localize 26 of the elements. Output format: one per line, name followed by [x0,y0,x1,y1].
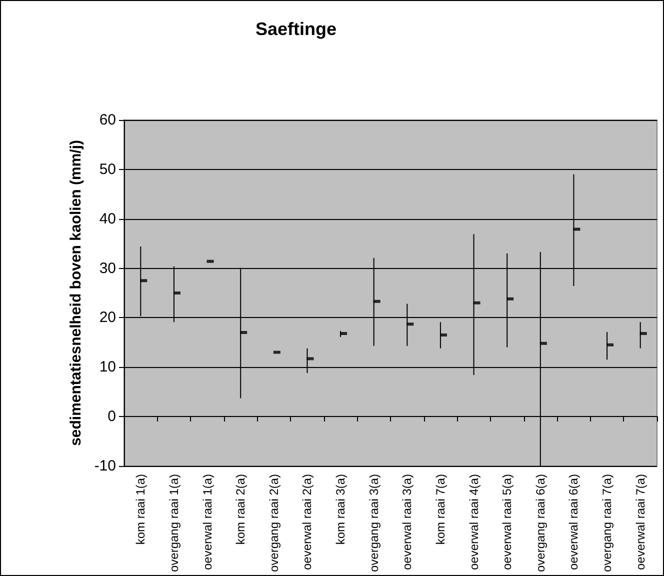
x-tick-label: overgang raai 1(a) [166,474,181,572]
y-tick-label: 50 [99,160,116,178]
x-tick-label: overgang raai 2(a) [266,474,281,572]
y-tick-label: 20 [99,309,116,326]
x-tick-label: overgang raai 6(a) [533,474,548,572]
x-tick-label: oeverwal raai 3(a) [400,474,414,570]
y-tick-label: 40 [99,210,116,228]
x-tick-label: oeverwal raai 2(a) [300,474,314,570]
y-tick-label: 10 [99,358,116,376]
x-tick-label: oeverwal raai 7(a) [633,474,648,570]
y-tick-label: 30 [99,260,116,277]
x-tick-label: oeverwal raai 4(a) [466,474,481,570]
y-axis-title: sedimentatiesnelheid boven kaolien (mm/j) [67,140,84,446]
y-tick-label: 0 [108,408,116,426]
x-tick-label: oeverwal raai 1(a) [200,474,214,570]
x-tick-label: kom raai 3(a) [334,474,348,545]
y-tick-label: -10 [94,457,116,474]
x-tick-label: kom raai 2(a) [234,474,248,545]
x-tick-label: oeverwal raai 6(a) [566,474,581,570]
x-tick-label: kom raai 1(a) [134,474,148,545]
x-tick-label: overgang raai 7(a) [600,474,614,572]
y-tick-label: 60 [99,112,116,128]
x-tick-label: overgang raai 3(a) [366,474,381,572]
x-tick-label: oeverwal raai 5(a) [500,474,514,570]
chart-title: Saeftinge [255,19,337,39]
x-tick-label: kom raai 7(a) [433,474,448,545]
